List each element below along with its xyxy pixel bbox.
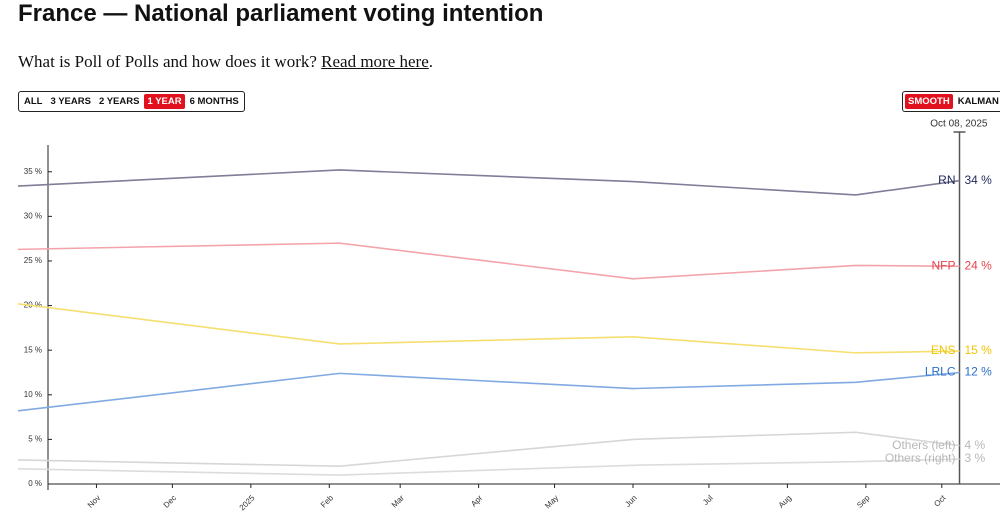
y-tick-label: 30 % bbox=[24, 211, 42, 220]
x-tick-label: Aug bbox=[777, 493, 793, 509]
x-tick-label: Nov bbox=[86, 493, 102, 509]
range-buttons: ALL 3 YEARS 2 YEARS 1 YEAR 6 MONTHS bbox=[18, 91, 245, 112]
toggle-button[interactable]: 6 MONTHS bbox=[189, 96, 239, 107]
series-line bbox=[17, 458, 960, 476]
y-tick-label: 5 % bbox=[28, 435, 42, 444]
y-tick-label: 0 % bbox=[28, 479, 42, 488]
y-tick-label: 35 % bbox=[24, 167, 42, 176]
x-tick-label: Oct bbox=[932, 493, 948, 509]
toggle-button[interactable]: 1 YEAR bbox=[144, 94, 185, 109]
toggle-button[interactable]: ALL bbox=[24, 96, 43, 107]
series-name: Others (left) bbox=[892, 438, 955, 452]
series-line bbox=[17, 431, 960, 467]
y-tick-label: 10 % bbox=[24, 390, 42, 399]
x-tick-label: May bbox=[543, 493, 560, 510]
series-name: Others (right) bbox=[885, 451, 956, 465]
y-tick-label: 15 % bbox=[24, 345, 42, 354]
x-tick-label: Jun bbox=[623, 493, 638, 508]
x-tick-label: Dec bbox=[162, 493, 178, 509]
toggle-button[interactable]: KALMAN bbox=[957, 96, 999, 107]
toggle-button[interactable]: 2 YEARS bbox=[98, 96, 140, 107]
series-line bbox=[17, 371, 960, 412]
toggle-button[interactable]: 3 YEARS bbox=[50, 96, 91, 107]
series-end-label: 3 % bbox=[965, 451, 986, 465]
series-name: RN bbox=[938, 173, 955, 187]
intro: What is Poll of Polls and how does it wo… bbox=[18, 52, 433, 72]
series-line bbox=[17, 169, 960, 196]
x-tick-label: Sep bbox=[855, 493, 872, 510]
method-buttons: SMOOTH KALMAN bbox=[902, 91, 1000, 112]
x-tick-label: Feb bbox=[319, 493, 336, 510]
x-tick-label: Mar bbox=[390, 493, 406, 509]
intro-end: . bbox=[428, 52, 434, 71]
series-end-label: 34 % bbox=[965, 173, 993, 187]
series-name: LRLC bbox=[925, 365, 956, 379]
series-end-label: 24 % bbox=[965, 258, 993, 272]
series-end-label: 12 % bbox=[965, 365, 993, 379]
x-tick-label: Jul bbox=[701, 493, 715, 507]
series-end-label: 15 % bbox=[965, 343, 993, 357]
intro-text: What is Poll of Polls and how does it wo… bbox=[18, 52, 317, 71]
series-line bbox=[17, 242, 960, 280]
x-tick-label: Apr bbox=[469, 493, 484, 508]
date-label: Oct 08, 2025 bbox=[930, 119, 988, 130]
y-tick-label: 25 % bbox=[24, 256, 42, 265]
toggle-button[interactable]: SMOOTH bbox=[905, 94, 953, 109]
title: France — National parliament voting inte… bbox=[18, 0, 544, 27]
series-end-label: 4 % bbox=[965, 438, 986, 452]
series-name: ENS bbox=[931, 343, 956, 357]
series-line bbox=[17, 303, 960, 354]
x-tick-label: 2025 bbox=[238, 493, 257, 512]
series-name: NFP bbox=[932, 258, 956, 272]
read-more-link[interactable]: Read more here bbox=[321, 52, 429, 71]
